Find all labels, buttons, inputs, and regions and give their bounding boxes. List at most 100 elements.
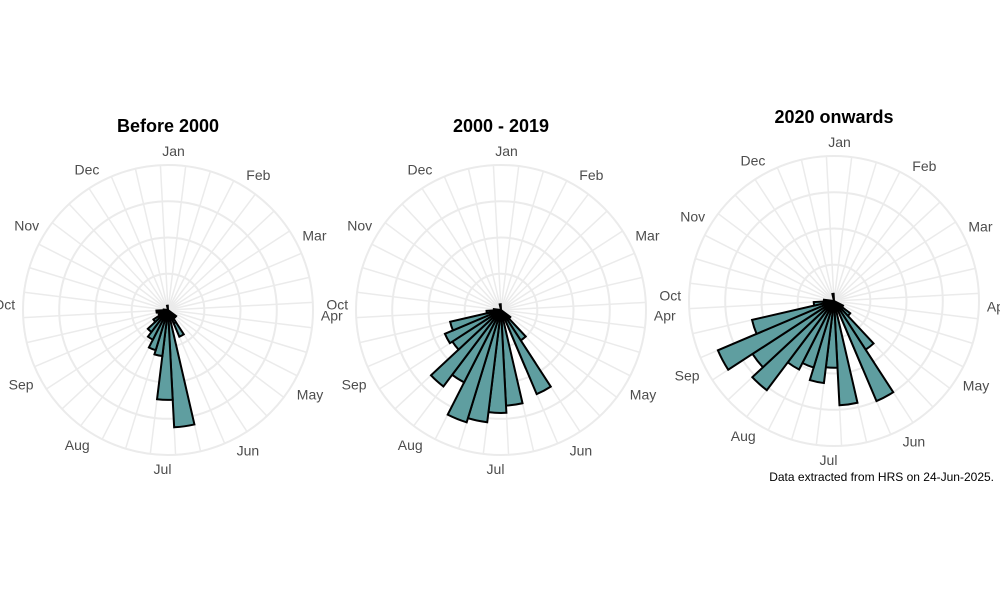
rose-bar (716, 300, 835, 372)
grid-spoke (833, 300, 964, 368)
rose-bar (492, 308, 502, 312)
grid-spoke (167, 276, 310, 311)
grid-spoke (159, 165, 169, 311)
grid-spoke (833, 201, 941, 302)
grid-spoke (167, 309, 312, 329)
rose-bar (167, 309, 178, 325)
grid-spoke (51, 222, 169, 311)
month-label-oct: Oct (659, 288, 681, 304)
grid-spoke (833, 267, 976, 302)
rose-bar (500, 309, 512, 320)
month-label-aug: Aug (731, 428, 756, 444)
grid-spoke (500, 171, 545, 311)
grid-spoke (500, 309, 640, 354)
grid-spoke (833, 300, 973, 345)
month-label-dec: Dec (74, 162, 99, 178)
grid-ring (688, 155, 980, 447)
grid-spoke (689, 300, 835, 310)
month-label-jul: Jul (820, 452, 838, 468)
data-source-caption: Data extracted from HRS on 24-Jun-2025. (769, 470, 994, 484)
grid-ring (724, 191, 944, 411)
month-label-sep: Sep (342, 377, 367, 393)
month-label-sep: Sep (9, 377, 34, 393)
rose-bar (162, 308, 169, 312)
grid-spoke (362, 266, 502, 311)
grid-spoke (833, 162, 878, 302)
grid-spoke (695, 257, 835, 302)
rose-bar (750, 300, 835, 392)
grid-spoke (500, 252, 635, 311)
month-label-oct: Oct (326, 297, 348, 313)
month-label-feb: Feb (579, 167, 603, 183)
grid-spoke (776, 167, 835, 302)
rose-bar (500, 309, 553, 396)
month-label-apr: Apr (654, 308, 676, 324)
grid-spoke (717, 213, 835, 302)
polar-panel-1: Before 2000 Jan Feb Mar Apr May Jun Jul Aug Sep Oc… (0, 116, 343, 477)
grid-spoke (167, 301, 313, 311)
grid-spoke (34, 309, 169, 368)
grid-spoke (29, 266, 169, 311)
grid-spoke (384, 222, 502, 311)
month-label-jan: Jan (828, 134, 851, 150)
month-label-mar: Mar (635, 227, 659, 243)
month-label-jan: Jan (162, 143, 185, 159)
month-label-jul: Jul (154, 461, 172, 477)
grid-spoke (23, 309, 169, 319)
month-label-aug: Aug (65, 437, 90, 453)
month-label-may: May (630, 386, 656, 402)
grid-spoke (167, 230, 291, 311)
month-label-jun: Jun (903, 433, 926, 449)
grid-spoke (500, 166, 520, 311)
grid-spoke (704, 234, 835, 302)
month-label-nov: Nov (680, 209, 705, 225)
grid-spoke (467, 168, 502, 311)
grid-spoke (167, 309, 268, 417)
grid-spoke (401, 203, 502, 311)
polar-panel-3: 2020 onwards Jan Feb Mar Apr May Jun Jul Aug Sep O… (659, 107, 1000, 468)
month-label-mar: Mar (968, 218, 992, 234)
rose-bar (167, 309, 196, 429)
grid-spoke (88, 187, 169, 311)
month-label-nov: Nov (14, 218, 39, 234)
grid-spoke (443, 176, 502, 311)
grid-spoke (690, 282, 835, 302)
month-label-nov: Nov (347, 218, 372, 234)
grid-spoke (134, 168, 169, 311)
month-label-feb: Feb (912, 158, 936, 174)
rose-bar (429, 309, 502, 388)
rose-bar (443, 309, 502, 345)
grid-spoke (492, 165, 502, 311)
month-label-oct: Oct (0, 297, 15, 313)
month-label-jun: Jun (570, 442, 593, 458)
grid-spoke (357, 291, 502, 311)
grid-spoke (167, 193, 256, 311)
rose-bar (750, 300, 835, 336)
grid-spoke (167, 210, 275, 311)
grid-spoke (833, 184, 922, 302)
grid-spoke (500, 276, 643, 311)
grid-spoke (68, 203, 169, 311)
rose-bar (165, 304, 169, 311)
grid-spoke (500, 193, 589, 311)
grid-spoke (167, 180, 235, 311)
month-label-sep: Sep (675, 368, 700, 384)
rose-bar (822, 298, 835, 303)
grid-spoke (167, 309, 307, 354)
grid-spoke (38, 243, 169, 311)
month-label-feb: Feb (246, 167, 270, 183)
month-label-apr: Apr (321, 308, 343, 324)
grid-spoke (167, 252, 302, 311)
grid-spoke (167, 171, 212, 311)
grid-spoke (26, 309, 169, 344)
grid-spoke (833, 171, 901, 302)
grid-spoke (500, 301, 646, 311)
month-label-may: May (963, 377, 989, 393)
grid-spoke (833, 300, 978, 320)
grid-ring (760, 227, 908, 375)
panel-title: Before 2000 (117, 116, 219, 136)
month-label-dec: Dec (407, 162, 432, 178)
grid-spoke (45, 309, 169, 390)
month-label-jan: Jan (495, 143, 518, 159)
grid-spoke (734, 194, 835, 302)
